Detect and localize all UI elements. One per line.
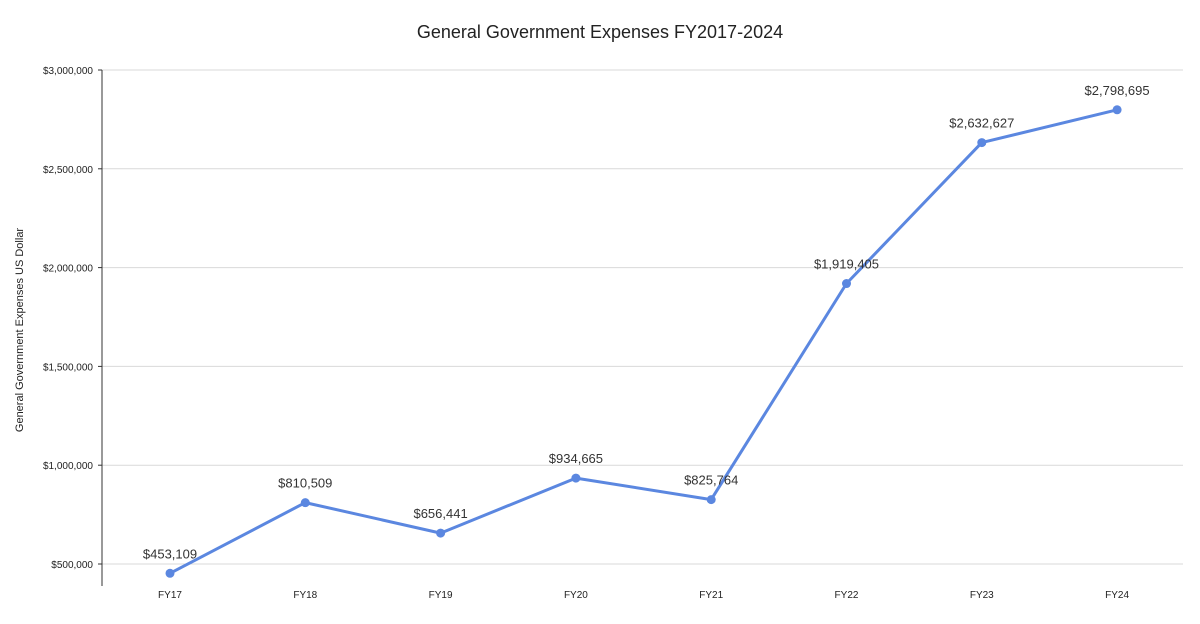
series-line [168, 108, 1119, 575]
y-tick-label: $3,000,000 [43, 66, 93, 77]
data-point [706, 495, 716, 505]
axes [98, 69, 103, 586]
x-tick-label: FY22 [835, 590, 859, 601]
data-label: $2,632,627 [949, 116, 1014, 131]
x-tick-label: FY23 [970, 590, 994, 601]
data-points [165, 105, 1122, 578]
y-tick-label: $2,000,000 [43, 264, 93, 275]
x-tick-labels: FY17 FY18 FY19 FY20 FY21 FY22 FY23 FY24 [158, 590, 1129, 601]
data-label: $1,919,405 [814, 257, 879, 272]
x-tick-label: FY21 [699, 590, 723, 601]
data-point [1112, 105, 1122, 115]
y-tick-label: $1,500,000 [43, 362, 93, 373]
data-point [842, 279, 851, 289]
data-labels: $453,109 $810,509 $656,441 $934,665 $825,764… [143, 83, 1150, 561]
data-point [300, 498, 310, 508]
data-point [977, 138, 987, 148]
y-tick-label: $2,500,000 [43, 165, 93, 176]
series-line-group [168, 108, 1119, 575]
x-tick-label: FY20 [564, 590, 588, 601]
x-tick-label: FY24 [1105, 590, 1129, 601]
chart-title: General Government Expenses FY2017-2024 [416, 22, 784, 42]
x-tick-label: FY18 [293, 590, 317, 601]
data-point [571, 473, 581, 483]
gridlines [102, 69, 1183, 565]
data-point [165, 568, 175, 578]
data-label: $810,509 [278, 476, 332, 491]
data-label: $453,109 [143, 546, 197, 561]
y-tick-label: $500,000 [51, 560, 93, 571]
data-label: $2,798,695 [1085, 83, 1150, 98]
data-label: $656,441 [413, 506, 467, 521]
x-tick-label: FY19 [429, 590, 453, 601]
y-tick-labels: $500,000 $1,000,000 $1,500,000 $2,000,000 $2… [43, 66, 93, 571]
data-label: $825,764 [684, 473, 738, 488]
y-tick-label: $1,000,000 [43, 461, 93, 472]
x-tick-label: FY17 [158, 590, 182, 601]
data-point [436, 528, 446, 538]
data-label: $934,665 [549, 451, 603, 466]
